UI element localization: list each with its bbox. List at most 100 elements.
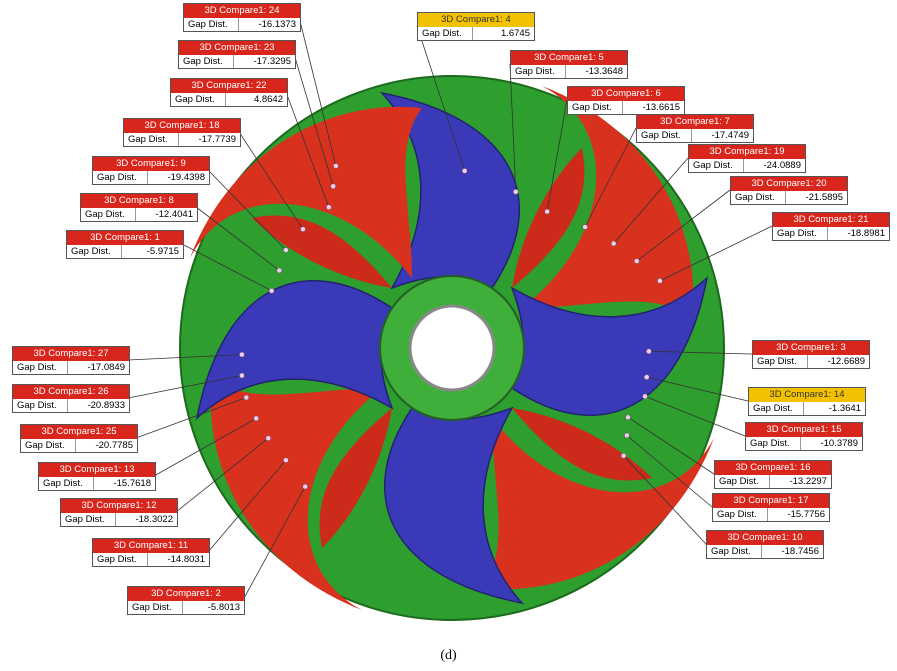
- field-name: Gap Dist.: [707, 545, 762, 558]
- figure: 3D Compare1: 24Gap Dist.-16.13733D Compa…: [0, 0, 897, 671]
- probe-point: [634, 259, 639, 264]
- field-value: -18.7456: [762, 545, 823, 558]
- field-name: Gap Dist.: [637, 129, 692, 142]
- field-name: Gap Dist.: [39, 477, 94, 490]
- annotation-title: 3D Compare1: 23: [179, 41, 295, 55]
- probe-point: [462, 168, 467, 173]
- probe-point: [269, 288, 274, 293]
- field-value: -14.8031: [148, 553, 209, 566]
- annotation: 3D Compare1: 3Gap Dist.-12.6689: [752, 340, 870, 369]
- annotation-title: 3D Compare1: 5: [511, 51, 627, 65]
- field-name: Gap Dist.: [124, 133, 179, 146]
- probe-point: [333, 163, 338, 168]
- field-name: Gap Dist.: [746, 437, 801, 450]
- field-value: 4.8642: [226, 93, 287, 106]
- annotation: 3D Compare1: 5Gap Dist.-13.3648: [510, 50, 628, 79]
- annotation: 3D Compare1: 11Gap Dist.-14.8031: [92, 538, 210, 567]
- annotation-title: 3D Compare1: 27: [13, 347, 129, 361]
- field-value: -15.7756: [768, 508, 829, 521]
- field-name: Gap Dist.: [179, 55, 234, 68]
- impeller: [0, 0, 897, 671]
- field-value: -19.4398: [148, 171, 209, 184]
- probe-point: [303, 484, 308, 489]
- field-name: Gap Dist.: [81, 208, 136, 221]
- annotation-title: 3D Compare1: 8: [81, 194, 197, 208]
- field-name: Gap Dist.: [184, 18, 239, 31]
- field-value: -21.5895: [786, 191, 847, 204]
- annotation: 3D Compare1: 17Gap Dist.-15.7756: [712, 493, 830, 522]
- annotation-title: 3D Compare1: 13: [39, 463, 155, 477]
- annotation-title: 3D Compare1: 7: [637, 115, 753, 129]
- annotation-title: 3D Compare1: 9: [93, 157, 209, 171]
- annotation-title: 3D Compare1: 16: [715, 461, 831, 475]
- field-value: -20.8933: [68, 399, 129, 412]
- field-name: Gap Dist.: [568, 101, 623, 114]
- annotation-title: 3D Compare1: 11: [93, 539, 209, 553]
- field-name: Gap Dist.: [13, 399, 68, 412]
- field-name: Gap Dist.: [93, 553, 148, 566]
- annotation-title: 3D Compare1: 6: [568, 87, 684, 101]
- field-name: Gap Dist.: [749, 402, 804, 415]
- annotation-title: 3D Compare1: 24: [184, 4, 300, 18]
- annotation-title: 3D Compare1: 14: [749, 388, 865, 402]
- probe-point: [239, 352, 244, 357]
- field-value: -17.4749: [692, 129, 753, 142]
- annotation-title: 3D Compare1: 15: [746, 423, 862, 437]
- annotation-title: 3D Compare1: 19: [689, 145, 805, 159]
- annotation-title: 3D Compare1: 20: [731, 177, 847, 191]
- field-value: -13.6615: [623, 101, 684, 114]
- probe-point: [331, 184, 336, 189]
- field-name: Gap Dist.: [713, 508, 768, 521]
- annotation: 3D Compare1: 1Gap Dist.-5.9715: [66, 230, 184, 259]
- annotation: 3D Compare1: 14Gap Dist.-1.3641: [748, 387, 866, 416]
- field-value: -12.6689: [808, 355, 869, 368]
- annotation-title: 3D Compare1: 12: [61, 499, 177, 513]
- probe-point: [300, 227, 305, 232]
- annotation-title: 3D Compare1: 22: [171, 79, 287, 93]
- probe-point: [624, 433, 629, 438]
- field-name: Gap Dist.: [689, 159, 744, 172]
- field-value: -5.9715: [122, 245, 183, 258]
- probe-point: [254, 416, 259, 421]
- annotation-title: 3D Compare1: 1: [67, 231, 183, 245]
- probe-point: [545, 209, 550, 214]
- probe-point: [626, 415, 631, 420]
- field-value: 1.6745: [473, 27, 534, 40]
- caption: (d): [0, 648, 897, 664]
- probe-point: [646, 349, 651, 354]
- field-value: -24.0889: [744, 159, 805, 172]
- field-name: Gap Dist.: [13, 361, 68, 374]
- field-value: -5.8013: [183, 601, 244, 614]
- annotation-title: 3D Compare1: 10: [707, 531, 823, 545]
- field-value: -17.7739: [179, 133, 240, 146]
- field-value: -12.4041: [136, 208, 197, 221]
- probe-point: [266, 436, 271, 441]
- annotation-title: 3D Compare1: 26: [13, 385, 129, 399]
- probe-point: [326, 205, 331, 210]
- field-value: -15.7618: [94, 477, 155, 490]
- field-name: Gap Dist.: [93, 171, 148, 184]
- field-name: Gap Dist.: [715, 475, 770, 488]
- field-value: -13.2297: [770, 475, 831, 488]
- annotation: 3D Compare1: 15Gap Dist.-10.3789: [745, 422, 863, 451]
- probe-point: [244, 395, 249, 400]
- annotation-title: 3D Compare1: 2: [128, 587, 244, 601]
- field-name: Gap Dist.: [21, 439, 76, 452]
- field-name: Gap Dist.: [67, 245, 122, 258]
- probe-point: [643, 394, 648, 399]
- field-value: -17.0849: [68, 361, 129, 374]
- probe-point: [283, 248, 288, 253]
- annotation: 3D Compare1: 10Gap Dist.-18.7456: [706, 530, 824, 559]
